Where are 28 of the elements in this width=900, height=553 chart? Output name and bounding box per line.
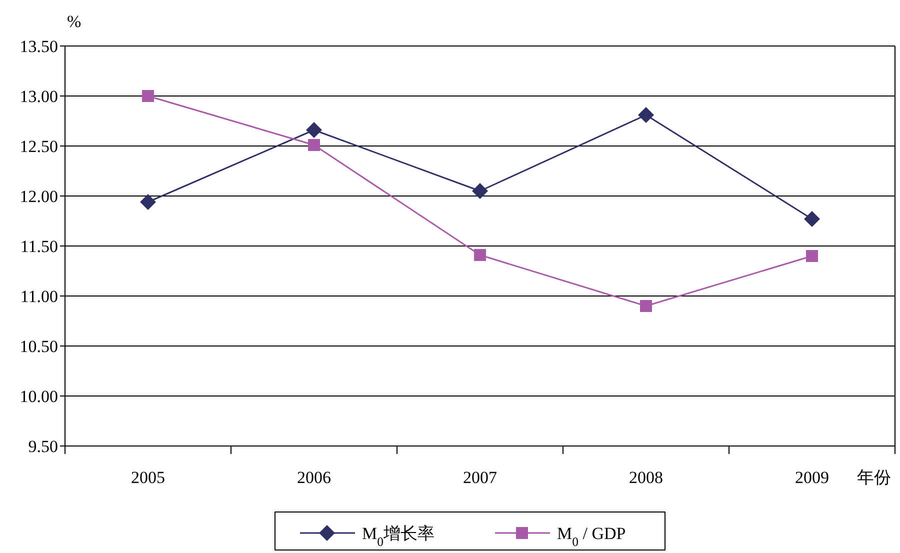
y-tick-label: 10.50 (20, 337, 58, 356)
point (140, 194, 156, 210)
y-tick-label: 12.50 (20, 137, 58, 156)
legend-label: M$_{0}$增长率 (362, 524, 434, 549)
y-tick-label: 9.50 (28, 437, 58, 456)
x-tick-label: 2007 (463, 468, 498, 487)
x-axis-title: 年份 (857, 468, 891, 487)
point (640, 300, 652, 312)
y-tick-label: 13.50 (20, 37, 58, 56)
y-tick-label: 12.00 (20, 187, 58, 206)
y-tick-label: 11.00 (20, 287, 58, 306)
y-axis-title: % (67, 12, 82, 31)
y-tick-label: 10.00 (20, 387, 58, 406)
point (474, 249, 486, 261)
x-tick-label: 2006 (297, 468, 331, 487)
x-tick-label: 2009 (795, 468, 829, 487)
y-tick-label: 13.00 (20, 87, 58, 106)
point (308, 139, 320, 151)
point (804, 211, 820, 227)
legend-label: M$_{0}$ / GDP (557, 524, 626, 549)
point (472, 183, 488, 199)
point (306, 122, 322, 138)
point (142, 90, 154, 102)
x-tick-label: 2008 (629, 468, 663, 487)
point (806, 250, 818, 262)
x-tick-label: 2005 (131, 468, 165, 487)
y-tick-label: 11.50 (20, 237, 58, 256)
point (638, 107, 654, 123)
